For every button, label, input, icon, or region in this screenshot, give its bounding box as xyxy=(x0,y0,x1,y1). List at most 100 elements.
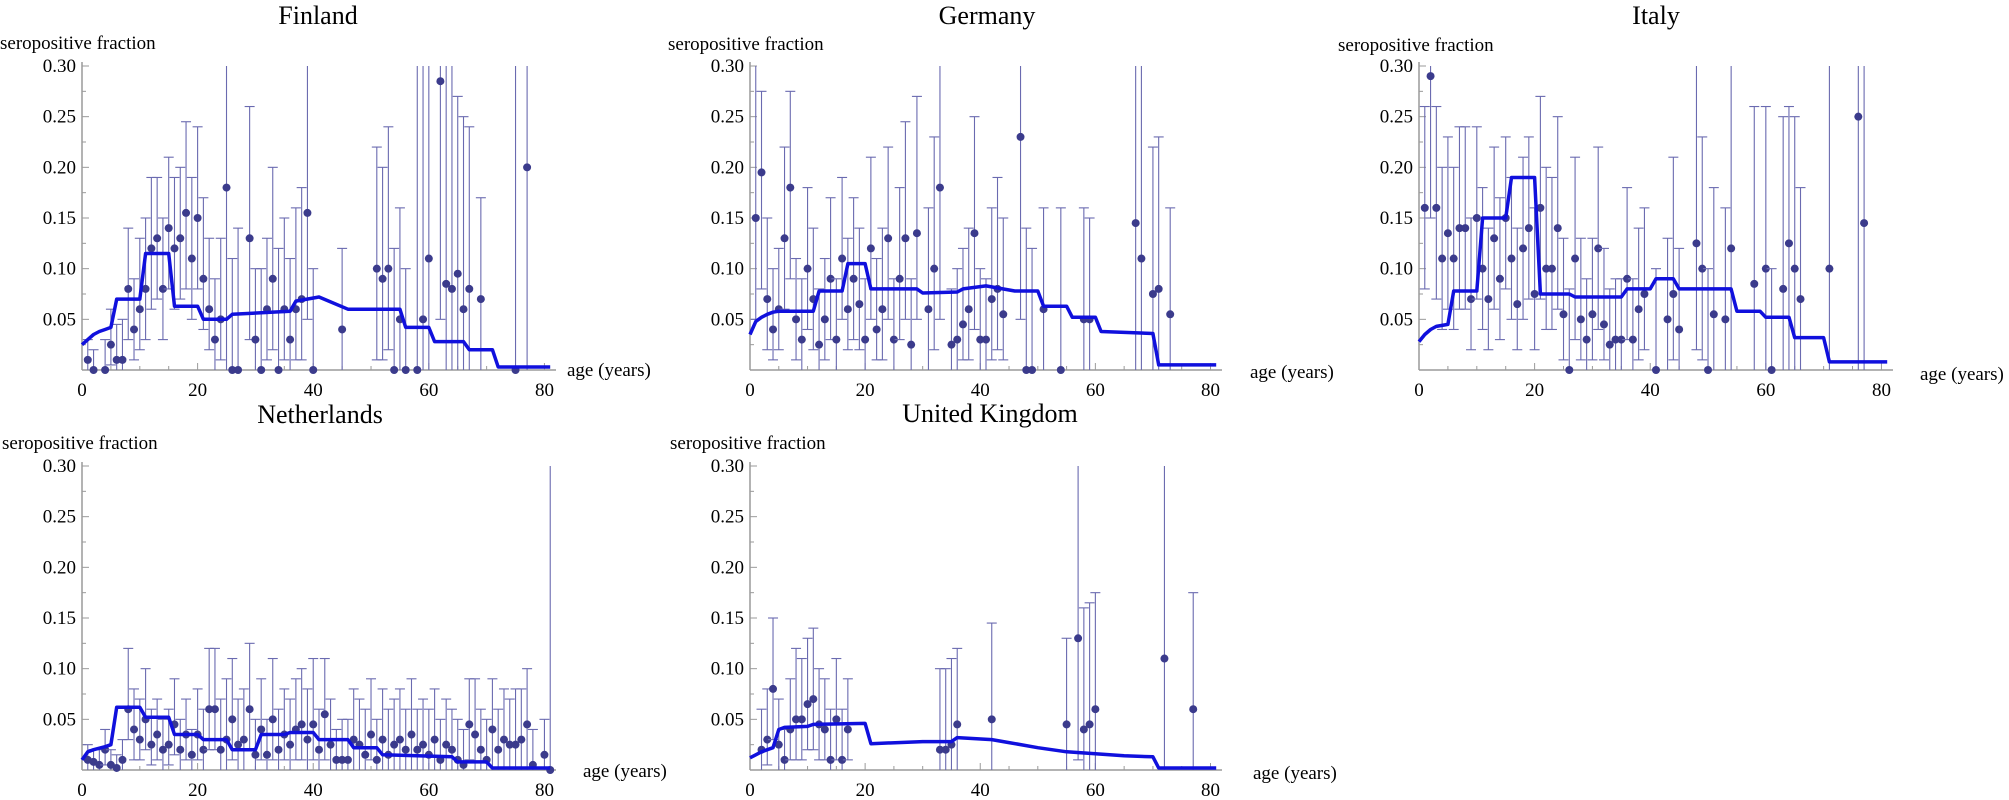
fit-line xyxy=(80,705,551,770)
data-point xyxy=(453,269,462,278)
y-tick-label: 0.20 xyxy=(43,557,76,578)
x-axis-label: age (years) xyxy=(567,360,651,381)
data-point xyxy=(419,740,428,749)
data-point xyxy=(889,335,898,344)
data-point xyxy=(505,740,514,749)
data-point xyxy=(164,740,173,749)
data-point xyxy=(930,264,939,273)
y-tick-label: 0.20 xyxy=(43,157,76,178)
data-point xyxy=(205,705,214,714)
data-point xyxy=(769,325,778,334)
data-point xyxy=(1790,264,1799,273)
x-tick-label: 20 xyxy=(188,380,207,401)
x-tick-label: 40 xyxy=(304,780,323,800)
y-tick-label: 0.25 xyxy=(43,107,76,128)
data-point xyxy=(958,320,967,329)
data-point xyxy=(367,730,376,739)
data-point xyxy=(1727,244,1736,253)
data-point xyxy=(476,745,485,754)
y-axis-label: seropositive fraction xyxy=(670,433,826,454)
data-point xyxy=(251,750,260,759)
data-point xyxy=(1062,720,1071,729)
data-point xyxy=(1559,310,1568,319)
data-point xyxy=(153,234,162,243)
data-point xyxy=(1472,214,1481,222)
data-point xyxy=(982,335,990,344)
data-point xyxy=(1074,634,1083,643)
data-point xyxy=(872,325,881,334)
data-point xyxy=(193,214,202,222)
data-point xyxy=(118,355,127,364)
data-point xyxy=(343,755,352,764)
data-point xyxy=(234,740,243,749)
x-tick-label: 80 xyxy=(1201,380,1220,401)
data-point xyxy=(471,730,480,739)
data-point xyxy=(216,745,225,754)
data-point xyxy=(112,355,121,364)
y-tick-label: 0.25 xyxy=(711,107,744,128)
data-point xyxy=(1426,72,1435,81)
y-tick-label: 0.15 xyxy=(43,208,76,229)
data-point xyxy=(1154,284,1163,293)
data-point xyxy=(488,725,497,734)
data-point xyxy=(442,279,451,288)
data-point xyxy=(465,284,474,293)
x-axis-label: age (years) xyxy=(1253,763,1337,784)
data-point xyxy=(1507,254,1516,263)
chart-panel-italy: Italy seropositive fraction age (years) 0.0… xyxy=(1338,1,2004,401)
data-point xyxy=(1495,274,1504,283)
data-point xyxy=(83,355,92,364)
data-point xyxy=(141,284,150,293)
data-point xyxy=(153,730,162,739)
data-point xyxy=(158,284,167,293)
data-point xyxy=(315,745,323,754)
data-point xyxy=(1467,295,1476,304)
data-point xyxy=(245,705,254,714)
data-point xyxy=(964,305,973,314)
data-point xyxy=(286,335,295,344)
data-point xyxy=(1784,239,1793,248)
data-point xyxy=(1675,325,1684,334)
y-tick-label: 0.30 xyxy=(43,456,76,477)
data-point xyxy=(494,745,503,754)
data-point xyxy=(378,735,387,744)
data-point xyxy=(1432,203,1441,212)
data-point xyxy=(262,750,271,759)
data-point xyxy=(1669,290,1678,298)
data-point xyxy=(401,366,410,374)
data-point xyxy=(349,735,358,744)
data-point xyxy=(499,735,508,744)
data-point xyxy=(820,315,829,324)
x-tick-label: 40 xyxy=(304,380,323,401)
data-point xyxy=(1594,244,1603,253)
data-point xyxy=(361,750,370,759)
data-point xyxy=(1513,300,1522,309)
y-tick-label: 0.05 xyxy=(43,309,76,330)
chart-panel-netherlands: Netherlands seropositive fraction age (yea… xyxy=(2,400,667,800)
fit-line xyxy=(80,251,551,369)
data-point xyxy=(1628,335,1637,344)
data-point xyxy=(866,244,875,253)
data-point xyxy=(459,305,468,314)
data-point xyxy=(1420,203,1429,212)
data-point xyxy=(430,735,439,744)
y-tick-label: 0.10 xyxy=(43,259,76,280)
data-point xyxy=(413,745,422,754)
data-point xyxy=(901,234,910,243)
data-point xyxy=(1704,366,1713,374)
data-point xyxy=(540,750,549,759)
data-point xyxy=(95,760,104,769)
data-point xyxy=(309,366,318,374)
x-tick-label: 40 xyxy=(971,380,990,401)
data-point xyxy=(935,183,944,192)
data-point xyxy=(1524,224,1533,233)
data-point xyxy=(1698,264,1707,273)
y-tick-label: 0.30 xyxy=(1380,56,1413,77)
chart-title: Netherlands xyxy=(257,400,383,429)
y-tick-label: 0.15 xyxy=(711,208,744,229)
data-point xyxy=(1137,254,1146,263)
x-tick-label: 60 xyxy=(1756,380,1775,401)
data-point xyxy=(1779,284,1788,293)
data-point xyxy=(101,366,110,374)
